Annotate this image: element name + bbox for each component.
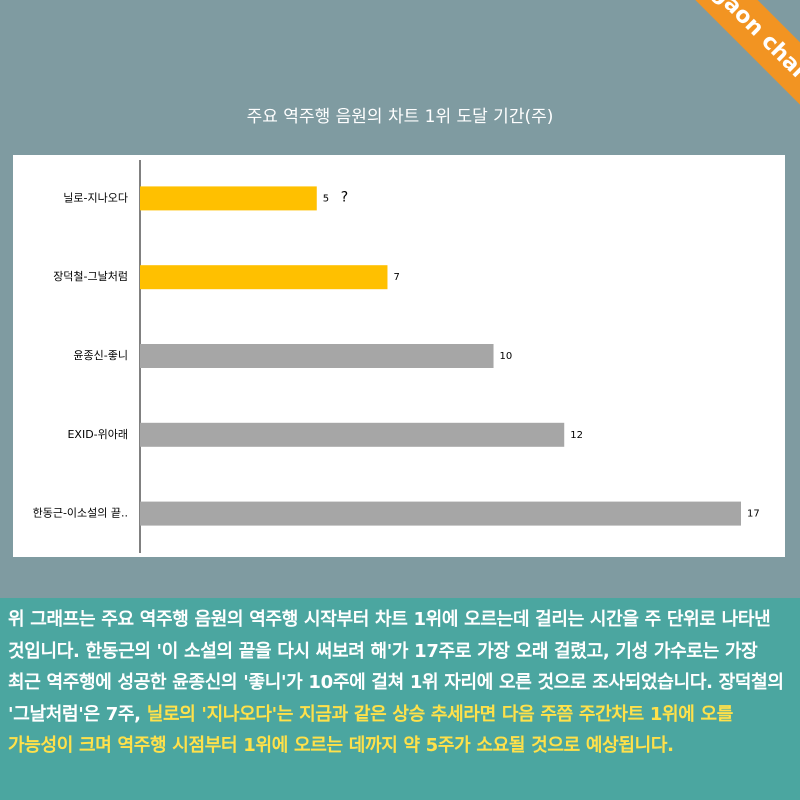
y-tick-label: 장덕철-그날처럼 — [53, 270, 128, 283]
y-tick-label: EXID-위아래 — [67, 428, 128, 441]
bar — [140, 265, 388, 290]
ribbon — [662, 0, 800, 138]
chart-title: 주요 역주행 음원의 차트 1위 도달 기간(주) — [247, 107, 554, 127]
caption: 위 그래프는 주요 역주행 음원의 역주행 시작부터 차트 1위에 오르는데 걸… — [0, 598, 800, 800]
caption-highlight: 닐로의 '지나오다'는 지금과 같은 상승 추세라면 다음 주쯤 주간차트 1위… — [8, 703, 734, 757]
bar — [140, 501, 741, 526]
corner-ribbon: gaon chart — [662, 0, 800, 138]
chart: 주요 역주행 음원의 차트 1위 도달 기간(주) gaon chart 닐로-… — [13, 0, 800, 557]
value-label: 5 — [323, 193, 329, 204]
bar — [140, 344, 494, 368]
annotation: ? — [341, 189, 348, 205]
caption-text: 위 그래프는 주요 역주행 음원의 역주행 시작부터 차트 1위에 오르는데 걸… — [8, 609, 784, 725]
value-label: 10 — [500, 351, 513, 362]
y-tick-label: 윤종신-좋니 — [73, 349, 128, 362]
value-label: 7 — [393, 272, 399, 283]
value-label: 17 — [747, 509, 760, 520]
bar — [140, 422, 565, 447]
y-tick-label: 한동근-이소설의 끝.. — [33, 507, 128, 520]
bar — [140, 186, 317, 211]
y-tick-label: 닐로-지나오다 — [63, 191, 128, 204]
value-label: 12 — [570, 430, 583, 441]
